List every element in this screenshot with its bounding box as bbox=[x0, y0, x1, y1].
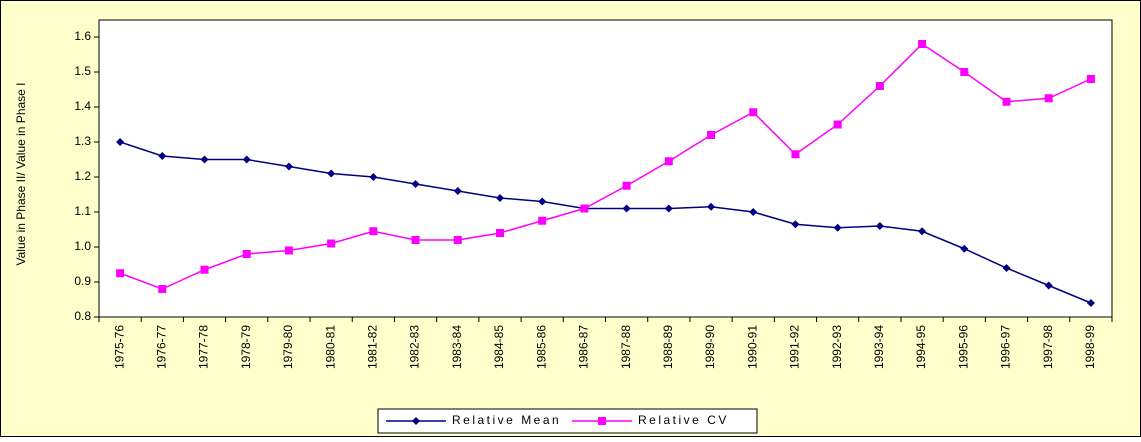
data-point bbox=[453, 236, 462, 244]
y-tick-label: 1.0 bbox=[74, 239, 91, 253]
data-point bbox=[369, 227, 378, 236]
series-line bbox=[119, 141, 1092, 304]
data-point bbox=[327, 239, 336, 248]
x-tick-label: 1987-88 bbox=[619, 325, 633, 369]
data-point bbox=[707, 202, 716, 211]
data-point bbox=[833, 223, 842, 232]
data-point bbox=[918, 40, 927, 48]
data-point bbox=[411, 236, 420, 244]
x-tick-label: 1980-81 bbox=[323, 325, 337, 369]
plot-area bbox=[98, 19, 1113, 318]
data-point bbox=[242, 250, 251, 258]
y-tick-label: 1.3 bbox=[74, 134, 91, 148]
x-tick-label: 1995-96 bbox=[956, 325, 970, 369]
x-tick-label: 1992-93 bbox=[830, 325, 844, 369]
data-point bbox=[284, 246, 293, 255]
data-point bbox=[495, 229, 504, 237]
x-tick-label: 1988-89 bbox=[661, 325, 675, 369]
x-tick-label: 1984-85 bbox=[492, 325, 506, 369]
data-point bbox=[749, 208, 758, 216]
x-tick-label: 1989-90 bbox=[703, 325, 717, 369]
x-tick-label: 1976-77 bbox=[154, 325, 168, 369]
data-point bbox=[875, 82, 884, 90]
x-tick-label: 1998-99 bbox=[1083, 325, 1097, 369]
x-tick-label: 1990-91 bbox=[745, 325, 759, 369]
data-point bbox=[116, 269, 125, 278]
data-point bbox=[242, 155, 251, 164]
data-point bbox=[622, 204, 631, 213]
x-tick-label: 1979-80 bbox=[281, 325, 295, 369]
legend-label: Relative Mean bbox=[452, 413, 561, 427]
data-point bbox=[158, 285, 167, 293]
y-axis-label: Value in Phase II/ Value in Phase I bbox=[14, 82, 28, 265]
data-point bbox=[918, 227, 927, 236]
x-tick-label: 1994-95 bbox=[914, 325, 928, 369]
data-point bbox=[116, 138, 125, 146]
legend-label: Relative CV bbox=[638, 413, 729, 427]
data-point bbox=[369, 173, 378, 181]
data-point bbox=[200, 155, 209, 164]
x-tick-label: 1982-83 bbox=[408, 325, 422, 369]
y-tick-label: 1.4 bbox=[74, 99, 91, 113]
data-point bbox=[580, 204, 589, 213]
data-point bbox=[453, 187, 462, 195]
data-point bbox=[327, 169, 336, 178]
data-point bbox=[284, 162, 293, 171]
data-point bbox=[158, 152, 167, 160]
data-point bbox=[1002, 97, 1011, 106]
data-point bbox=[538, 197, 547, 206]
x-tick-label: 1983-84 bbox=[450, 325, 464, 369]
x-tick-label: 1975-76 bbox=[112, 325, 126, 369]
x-tick-label: 1991-92 bbox=[788, 325, 802, 369]
data-point bbox=[833, 120, 842, 129]
x-tick-label: 1996-97 bbox=[999, 325, 1013, 369]
data-point bbox=[411, 180, 420, 188]
y-tick-label: 1.2 bbox=[74, 169, 91, 183]
x-tick-label: 1981-82 bbox=[366, 325, 380, 369]
series-line bbox=[119, 43, 1092, 290]
y-tick-label: 1.5 bbox=[74, 64, 91, 78]
data-point bbox=[200, 265, 209, 274]
legend-marker bbox=[598, 417, 606, 425]
data-point bbox=[791, 220, 800, 229]
x-tick-label: 1997-98 bbox=[1041, 325, 1055, 369]
data-point bbox=[875, 222, 884, 230]
y-tick-label: 0.8 bbox=[74, 309, 91, 323]
y-tick-label: 0.9 bbox=[74, 274, 91, 288]
data-point bbox=[707, 131, 716, 139]
data-point bbox=[664, 204, 673, 213]
data-point bbox=[1086, 75, 1095, 83]
x-tick-label: 1978-79 bbox=[239, 325, 253, 369]
data-point bbox=[1086, 299, 1095, 307]
y-tick-label: 1.1 bbox=[74, 204, 91, 218]
data-point bbox=[538, 216, 547, 225]
data-point bbox=[791, 150, 800, 159]
x-tick-label: 1986-87 bbox=[577, 325, 591, 369]
data-point bbox=[1002, 264, 1011, 272]
data-point bbox=[960, 68, 969, 76]
data-point bbox=[749, 108, 758, 117]
data-point bbox=[495, 194, 504, 202]
data-point bbox=[1044, 94, 1053, 103]
data-point bbox=[1044, 281, 1053, 290]
x-tick-label: 1977-78 bbox=[197, 325, 211, 369]
data-point bbox=[622, 181, 631, 190]
legend-marker bbox=[412, 417, 420, 425]
x-tick-label: 1993-94 bbox=[872, 325, 886, 369]
y-tick-label: 1.6 bbox=[74, 29, 91, 43]
data-point bbox=[664, 157, 673, 166]
x-tick-label: 1985-86 bbox=[534, 325, 548, 369]
data-point bbox=[960, 244, 969, 253]
